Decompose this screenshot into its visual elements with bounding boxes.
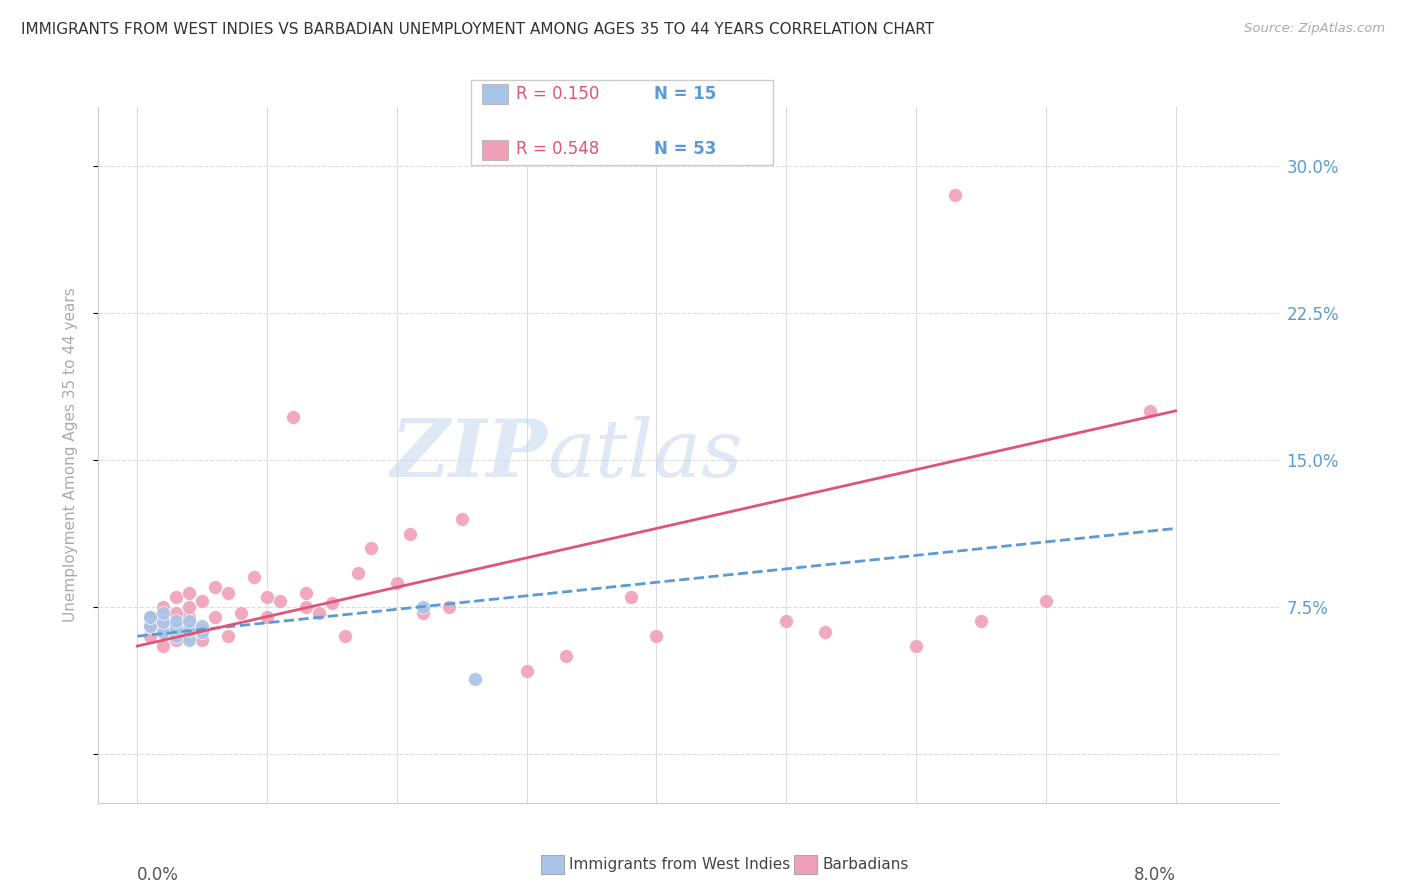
Point: [204, 609, 226, 624]
Point: [554, 648, 576, 663]
Point: [139, 609, 162, 624]
Point: [165, 633, 187, 648]
Text: 8.0%: 8.0%: [1133, 865, 1175, 883]
Text: Immigrants from West Indies: Immigrants from West Indies: [569, 857, 790, 871]
Point: [217, 629, 239, 643]
Point: [165, 619, 187, 633]
Point: [970, 614, 993, 628]
Point: [347, 566, 370, 581]
Point: [152, 625, 174, 640]
Point: [295, 586, 318, 600]
Point: [152, 625, 174, 640]
Point: [321, 596, 343, 610]
Point: [412, 606, 434, 620]
Point: [139, 629, 162, 643]
Point: [179, 599, 201, 614]
Point: [191, 594, 214, 608]
Point: [165, 606, 187, 620]
Text: R = 0.548: R = 0.548: [516, 140, 599, 158]
Text: Source: ZipAtlas.com: Source: ZipAtlas.com: [1244, 22, 1385, 36]
Text: IMMIGRANTS FROM WEST INDIES VS BARBADIAN UNEMPLOYMENT AMONG AGES 35 TO 44 YEARS : IMMIGRANTS FROM WEST INDIES VS BARBADIAN…: [21, 22, 934, 37]
Point: [412, 599, 434, 614]
Text: atlas: atlas: [547, 417, 742, 493]
Point: [179, 619, 201, 633]
Point: [179, 614, 201, 628]
Point: [165, 621, 187, 635]
Point: [165, 614, 187, 628]
Point: [450, 511, 472, 525]
Point: [256, 609, 278, 624]
Point: [385, 576, 408, 591]
Point: [191, 633, 214, 648]
Point: [165, 590, 187, 604]
Text: N = 15: N = 15: [654, 85, 716, 103]
Text: N = 53: N = 53: [654, 140, 716, 158]
Point: [619, 590, 641, 604]
Point: [152, 599, 174, 614]
Text: R = 0.150: R = 0.150: [516, 85, 599, 103]
Point: [179, 609, 201, 624]
Text: Barbadians: Barbadians: [823, 857, 908, 871]
Point: [139, 619, 162, 633]
Point: [179, 629, 201, 643]
Point: [399, 527, 422, 541]
Point: [179, 624, 201, 638]
Point: [191, 625, 214, 640]
Point: [204, 580, 226, 594]
Point: [139, 619, 162, 633]
Point: [179, 633, 201, 648]
Point: [165, 629, 187, 643]
Point: [943, 188, 966, 202]
Point: [516, 665, 538, 679]
Point: [814, 625, 837, 640]
Point: [1035, 594, 1057, 608]
Point: [464, 673, 486, 687]
Point: [152, 606, 174, 620]
Point: [269, 594, 291, 608]
Y-axis label: Unemployment Among Ages 35 to 44 years: Unemployment Among Ages 35 to 44 years: [63, 287, 77, 623]
Point: [191, 624, 214, 638]
Point: [256, 590, 278, 604]
Point: [139, 609, 162, 624]
Point: [191, 619, 214, 633]
Point: [243, 570, 266, 584]
Point: [437, 599, 460, 614]
Point: [281, 409, 304, 424]
Text: 0.0%: 0.0%: [138, 865, 179, 883]
Point: [217, 586, 239, 600]
Point: [360, 541, 382, 555]
Point: [152, 615, 174, 630]
Point: [152, 614, 174, 628]
Point: [165, 625, 187, 640]
Point: [645, 629, 668, 643]
Point: [775, 614, 797, 628]
Point: [905, 639, 928, 653]
Point: [1139, 404, 1161, 418]
Point: [295, 599, 318, 614]
Point: [179, 586, 201, 600]
Point: [152, 639, 174, 653]
Point: [231, 606, 253, 620]
Text: ZIP: ZIP: [391, 417, 547, 493]
Point: [333, 629, 356, 643]
Point: [308, 606, 330, 620]
